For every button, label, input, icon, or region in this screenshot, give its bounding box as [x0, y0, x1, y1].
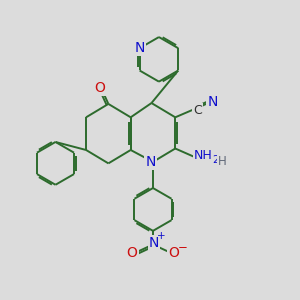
Text: N: N	[146, 155, 156, 169]
Text: C: C	[193, 104, 202, 117]
Text: O: O	[168, 245, 179, 260]
Text: N: N	[207, 95, 218, 109]
Text: NH: NH	[194, 149, 212, 162]
Text: +: +	[157, 231, 166, 241]
Text: O: O	[94, 81, 105, 94]
Text: N: N	[134, 41, 145, 55]
Text: N: N	[149, 236, 159, 250]
Text: H: H	[218, 155, 226, 168]
Text: −: −	[178, 241, 188, 254]
Text: 2: 2	[213, 155, 219, 165]
Text: O: O	[127, 245, 138, 260]
